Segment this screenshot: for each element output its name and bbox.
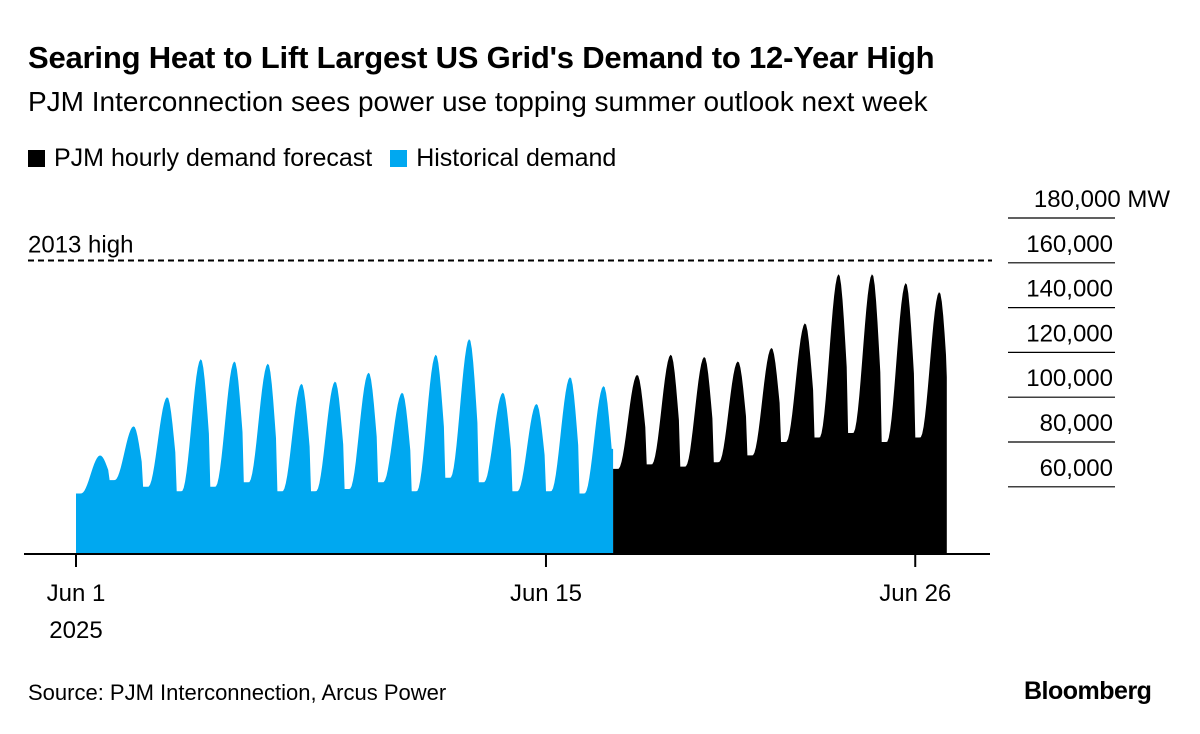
- legend-label-historical: Historical demand: [416, 144, 617, 172]
- y-gridlines: [1008, 217, 1115, 488]
- legend-item-historical: Historical demand: [390, 144, 616, 173]
- reference-line-group: 2013 high: [28, 232, 992, 262]
- historical-demand-area: [76, 339, 614, 554]
- y-tick-label: 160,000: [1026, 231, 1113, 258]
- source-note: Source: PJM Interconnection, Arcus Power: [28, 680, 447, 705]
- y-tick-label: 60,000: [1040, 455, 1113, 482]
- legend: PJM hourly demand forecast Historical de…: [28, 144, 634, 173]
- legend-swatch-forecast: [28, 150, 45, 167]
- legend-label-forecast: PJM hourly demand forecast: [54, 144, 373, 172]
- chart-title: Searing Heat to Lift Largest US Grid's D…: [28, 40, 935, 75]
- bloomberg-logo: Bloomberg: [1024, 677, 1152, 705]
- x-axis: [24, 553, 990, 567]
- reference-line-label: 2013 high: [28, 232, 133, 259]
- x-tick-label: Jun 26: [879, 580, 951, 607]
- chart-subtitle: PJM Interconnection sees power use toppi…: [28, 86, 928, 117]
- x-tick-label: Jun 15: [510, 580, 582, 607]
- y-tick-label: 80,000: [1040, 410, 1113, 437]
- legend-swatch-historical: [390, 150, 408, 167]
- y-tick-label: 120,000: [1026, 320, 1113, 347]
- y-tick-label: 180,000 MW: [1034, 186, 1170, 213]
- y-tick-label: 140,000: [1026, 276, 1113, 303]
- axis-labels: 60,000 80,000 100,000 120,000 140,000 160,000…: [47, 186, 1171, 644]
- forecast-demand-area: [613, 274, 947, 554]
- legend-item-forecast: PJM hourly demand forecast: [28, 144, 372, 173]
- x-tick-label: Jun 1: [47, 580, 106, 607]
- y-tick-label: 100,000: [1026, 365, 1113, 392]
- series-areas: [76, 274, 947, 554]
- x-tick-sublabel: 2025: [49, 617, 102, 644]
